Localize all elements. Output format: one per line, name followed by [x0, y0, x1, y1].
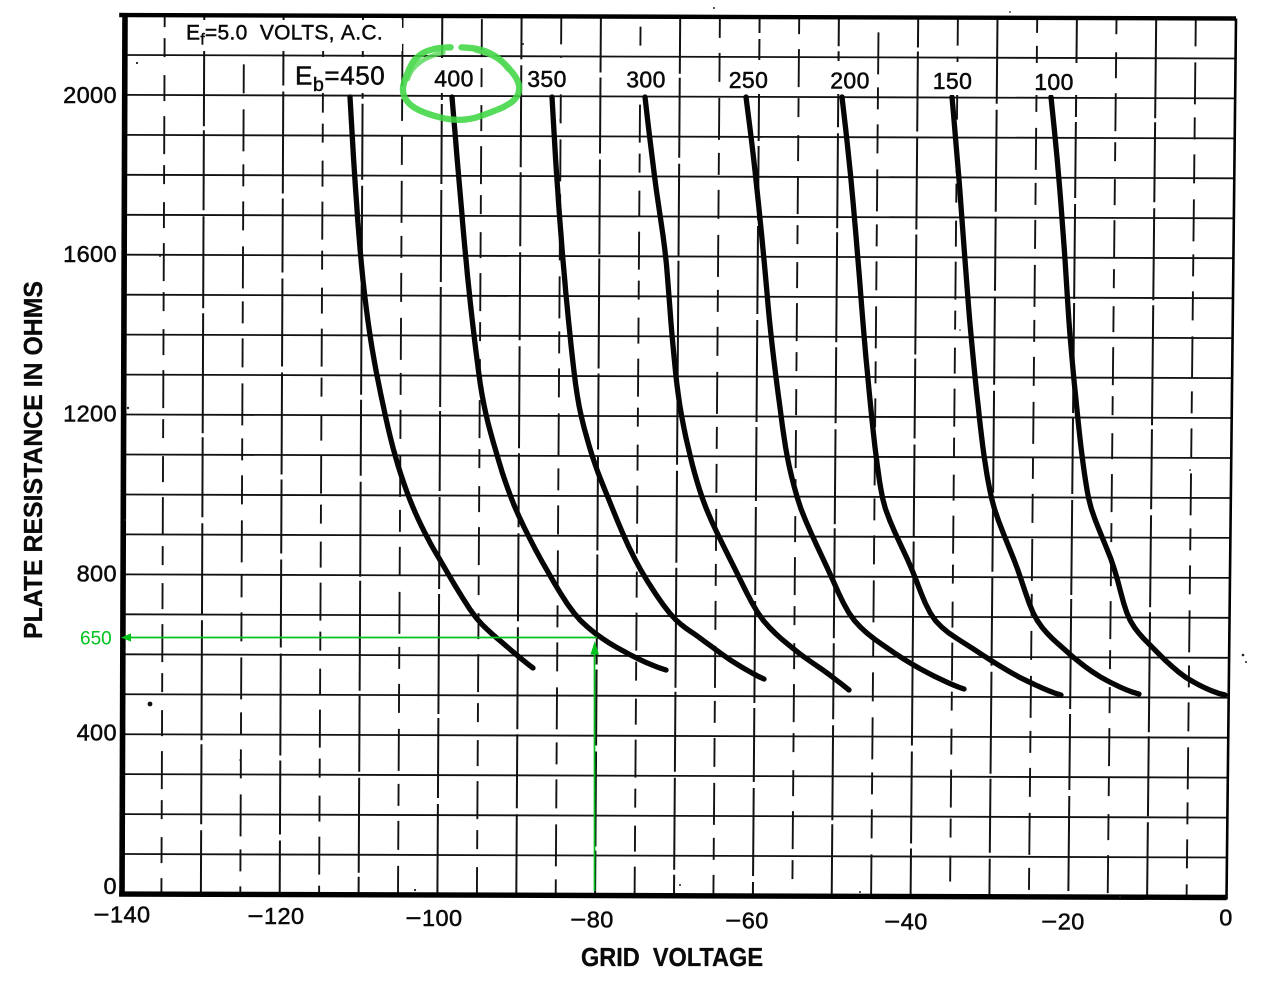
svg-text:1600: 1600 — [63, 241, 117, 267]
svg-text:0: 0 — [1219, 905, 1232, 931]
svg-text:GRID VOLTAGE: GRID VOLTAGE — [581, 944, 763, 972]
svg-text:−120: −120 — [248, 903, 305, 929]
svg-text:250: 250 — [729, 67, 769, 93]
svg-text:−80: −80 — [570, 907, 613, 933]
svg-text:−100: −100 — [406, 905, 463, 931]
svg-text:Ef=5.0 VOLTS, A.C.: Ef=5.0 VOLTS, A.C. — [186, 22, 383, 49]
svg-text:−40: −40 — [884, 909, 927, 935]
svg-text:200: 200 — [830, 67, 870, 93]
svg-text:−60: −60 — [725, 908, 768, 934]
svg-text:800: 800 — [77, 561, 117, 587]
svg-text:400: 400 — [434, 65, 474, 91]
svg-text:400: 400 — [77, 720, 117, 746]
svg-text:300: 300 — [626, 66, 666, 92]
svg-text:−20: −20 — [1041, 909, 1084, 935]
svg-text:100: 100 — [1034, 69, 1074, 95]
svg-text:650: 650 — [80, 629, 112, 650]
svg-text:2000: 2000 — [63, 82, 117, 108]
svg-text:Eb=450: Eb=450 — [295, 61, 385, 97]
svg-text:350: 350 — [527, 66, 567, 92]
svg-text:1200: 1200 — [63, 401, 117, 427]
svg-text:150: 150 — [933, 68, 973, 94]
svg-text:−140: −140 — [94, 902, 151, 928]
svg-text:PLATE RESISTANCE IN OHMS: PLATE RESISTANCE IN OHMS — [18, 281, 48, 639]
svg-text:0: 0 — [104, 873, 117, 899]
